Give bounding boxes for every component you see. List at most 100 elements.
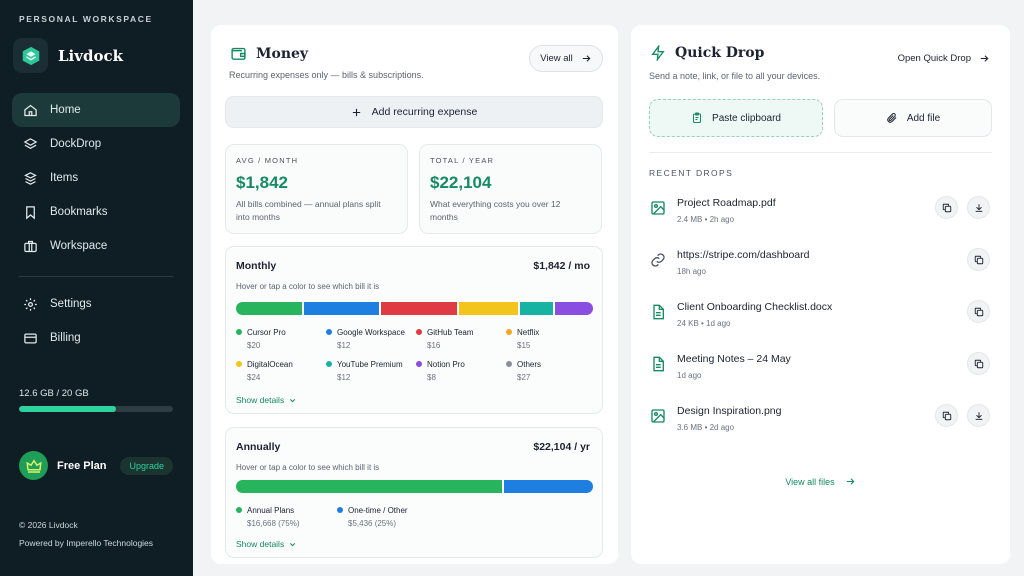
annual-show-details-button[interactable]: Show details [236,539,297,549]
legend-dot [506,360,512,367]
upgrade-button[interactable]: Upgrade [120,456,173,475]
bar-segment[interactable] [380,302,457,315]
nav-item-dockdrop[interactable]: DockDrop [12,127,180,161]
add-file-label: Add file [906,112,941,124]
nav-label: Workspace [50,240,108,252]
annual-legend: Annual Plans $16,668 (75%) One-time / Othe… [236,506,593,536]
bar-segment[interactable] [504,480,593,493]
download-icon[interactable] [967,196,990,219]
paste-clipboard-button[interactable]: Paste clipboard [649,99,823,137]
livdock-logo-icon [13,38,48,73]
open-quick-drop-label: Open Quick Drop [897,53,971,64]
secondary-nav: Settings Billing [12,287,180,355]
arrow-right-icon [582,55,591,62]
monthly-hint: Hover or tap a color to see which bill i… [236,282,380,291]
drop-item[interactable]: Project Roadmap.pdf 2.4 MB • 2h ago [649,194,992,234]
nav-item-workspace[interactable]: Workspace [12,229,180,263]
legend-name: Google Workspace [337,328,405,337]
stat-note: All bills combined — annual plans split … [236,199,381,222]
storage-bar [19,406,173,412]
layers-icon [23,137,38,149]
bar-segment[interactable] [236,480,503,493]
legend-item[interactable]: Notion Pro $8 [416,360,465,382]
annual-amount: $22,104 / yr [533,441,590,453]
download-icon[interactable] [967,404,990,427]
annual-hint: Hover or tap a color to see which bill i… [236,463,380,472]
drop-meta: 18h ago [677,267,706,276]
add-recurring-expense-button[interactable]: Add recurring expense [225,96,603,128]
recent-drops-heading: RECENT DROPS [649,168,734,178]
nav-item-bookmarks[interactable]: Bookmarks [12,195,180,229]
legend-item[interactable]: Others $27 [506,360,541,382]
stat-note: What everything costs you over 12 months [430,199,561,222]
brand[interactable]: Livdock [13,38,123,73]
drop-item[interactable]: Design Inspiration.png 3.6 MB • 2d ago [649,402,992,442]
nav-item-items[interactable]: Items [12,161,180,195]
legend-item[interactable]: DigitalOcean $24 [236,360,293,382]
drop-meta: 2.4 MB • 2h ago [677,215,735,224]
storage-bar-fill [19,406,117,412]
bar-segment[interactable] [458,302,518,315]
drop-meta: 1d ago [677,371,702,380]
money-subtitle: Recurring expenses only — bills & subscr… [229,70,424,80]
drop-meta: 24 KB • 1d ago [677,319,731,328]
bar-segment[interactable] [519,302,553,315]
nav-label: Home [50,104,81,116]
total-year-stat: TOTAL / YEAR $22,104 What everything cos… [419,144,602,234]
view-all-files-link[interactable]: View all files [631,476,1010,487]
drop-item[interactable]: Client Onboarding Checklist.docx 24 KB • … [649,298,992,338]
legend-name: YouTube Premium [337,360,403,369]
legend-item[interactable]: Cursor Pro $20 [236,328,286,350]
storage-usage-text: 12.6 GB / 20 GB [19,388,89,399]
legend-name: One-time / Other [348,506,408,515]
legend-amount: $8 [427,373,436,382]
view-all-label: View all [540,53,573,64]
monthly-legend: Cursor Pro $20 Google Workspace $12 GitHub T… [236,328,593,388]
legend-item[interactable]: YouTube Premium $12 [326,360,403,382]
stat-label: TOTAL / YEAR [430,156,495,165]
open-quick-drop-link[interactable]: Open Quick Drop [898,53,990,64]
chevron-down-icon [290,398,296,402]
add-file-button[interactable]: Add file [834,99,992,137]
image-icon [650,408,666,424]
lightning-icon [651,45,665,61]
nav-item-billing[interactable]: Billing [12,321,180,355]
legend-item[interactable]: Annual Plans $16,668 (75%) [236,506,299,528]
monthly-title: Monthly [236,260,277,272]
copy-icon[interactable] [967,352,990,375]
sidebar: PERSONAL WORKSPACE Livdock Home DockDrop… [0,0,193,576]
legend-amount: $12 [337,373,351,382]
plan-panel: Free Plan Upgrade [19,451,173,480]
show-details-label: Show details [236,395,285,405]
legend-item[interactable]: Netflix $15 [506,328,539,350]
copy-icon[interactable] [935,404,958,427]
nav-item-home[interactable]: Home [12,93,180,127]
legend-item[interactable]: GitHub Team $16 [416,328,474,350]
annual-bar[interactable] [236,480,593,493]
legend-amount: $12 [337,341,351,350]
drop-item[interactable]: Meeting Notes – 24 May 1d ago [649,350,992,390]
nav-divider [19,276,173,277]
document-icon [650,304,666,320]
legend-item[interactable]: One-time / Other $5,436 (25%) [337,506,408,528]
drop-item[interactable]: https://stripe.com/dashboard 18h ago [649,246,992,286]
legend-name: Notion Pro [427,360,465,369]
stat-label: AVG / MONTH [236,156,299,165]
money-card: Money Recurring expenses only — bills & … [211,25,618,564]
monthly-show-details-button[interactable]: Show details [236,395,297,405]
bar-segment[interactable] [236,302,302,315]
copy-icon[interactable] [967,248,990,271]
copy-icon[interactable] [935,196,958,219]
nav-label: Billing [50,332,81,344]
view-all-button[interactable]: View all [529,45,603,72]
legend-item[interactable]: Google Workspace $12 [326,328,405,350]
quick-drop-title: Quick Drop [650,45,764,61]
card-icon [24,333,37,343]
copy-icon[interactable] [967,300,990,323]
bar-segment[interactable] [303,302,379,315]
paperclip-icon [887,113,897,123]
bar-segment[interactable] [554,302,594,315]
monthly-bar[interactable] [236,302,594,315]
nav-item-settings[interactable]: Settings [12,287,180,321]
items-icon [24,171,37,185]
